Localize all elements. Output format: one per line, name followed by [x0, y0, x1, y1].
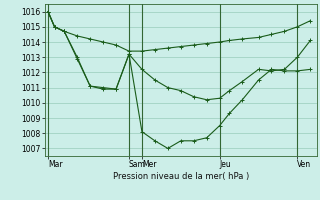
X-axis label: Pression niveau de la mer( hPa ): Pression niveau de la mer( hPa ) — [113, 172, 249, 181]
